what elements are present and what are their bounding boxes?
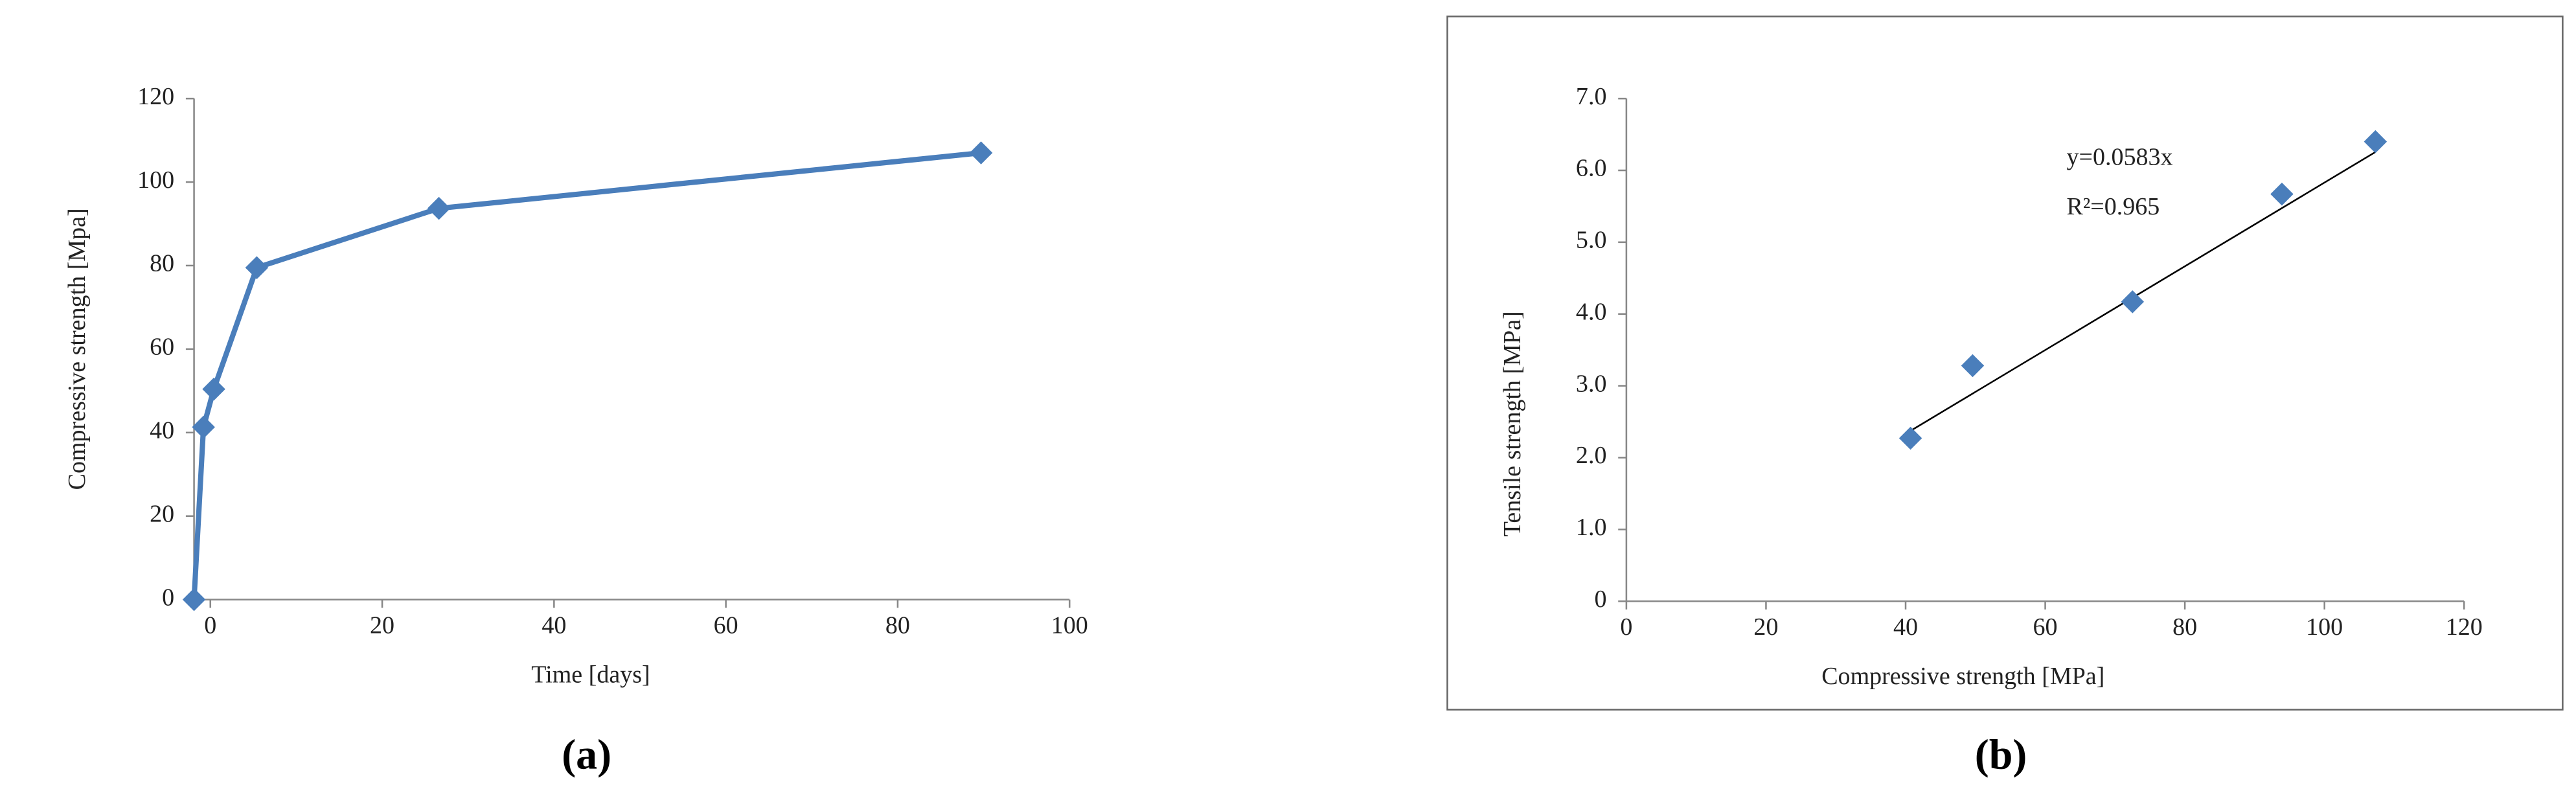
data-line xyxy=(191,150,982,600)
x-tick-label: 0 xyxy=(1620,613,1632,641)
y-tick-label: 80 xyxy=(150,250,174,277)
y-tick-label: 6.0 xyxy=(1576,155,1607,182)
data-point xyxy=(192,415,215,439)
x-tick-label: 120 xyxy=(2446,613,2483,641)
y-axis-label: Compressive strength [Mpa] xyxy=(63,208,91,490)
x-tick-label: 60 xyxy=(714,611,738,639)
data-point xyxy=(182,588,206,611)
trendline xyxy=(1909,151,2377,432)
y-tick-label: 40 xyxy=(150,417,174,444)
data-point xyxy=(2121,290,2145,314)
panel-label: (b) xyxy=(1975,731,2027,779)
x-axis-label: Compressive strength [MPa] xyxy=(1821,663,2104,690)
data-point xyxy=(1961,354,1985,378)
x-tick-label: 20 xyxy=(370,611,394,639)
x-tick-label: 40 xyxy=(541,611,566,639)
y-tick-label: 100 xyxy=(137,166,174,194)
panel-frame xyxy=(1446,16,2564,711)
x-tick-label: 80 xyxy=(2172,613,2197,641)
data-point xyxy=(245,256,269,279)
data-point xyxy=(427,196,451,220)
y-tick-label: 2.0 xyxy=(1576,442,1607,469)
y-axis-label: Tensile strength [MPa] xyxy=(1499,311,1526,536)
trendline-r2: R²=0.965 xyxy=(2067,193,2160,220)
x-axis-label: Time [days] xyxy=(531,661,650,689)
y-tick-label: 120 xyxy=(137,83,174,110)
x-tick-label: 80 xyxy=(885,611,910,639)
panel-label: (a) xyxy=(562,731,611,779)
y-tick-label: 3.0 xyxy=(1576,370,1607,397)
y-tick-label: 1.0 xyxy=(1576,514,1607,541)
y-tick-label: 5.0 xyxy=(1576,227,1607,254)
data-point xyxy=(2364,130,2388,154)
x-tick-label: 100 xyxy=(1051,611,1088,639)
y-tick-label: 4.0 xyxy=(1576,298,1607,325)
trendline-equation: y=0.0583x xyxy=(2067,144,2173,171)
y-tick-label: 0 xyxy=(1594,586,1606,613)
y-tick-label: 20 xyxy=(150,500,174,527)
y-tick-label: 7.0 xyxy=(1576,83,1607,110)
x-tick-label: 0 xyxy=(204,611,216,639)
x-tick-label: 20 xyxy=(1753,613,1778,641)
data-point xyxy=(2270,182,2294,206)
data-point xyxy=(1898,426,1922,450)
x-tick-label: 60 xyxy=(2033,613,2058,641)
x-tick-label: 100 xyxy=(2306,613,2343,641)
data-point xyxy=(202,378,225,401)
data-point xyxy=(969,141,993,165)
y-tick-label: 0 xyxy=(162,584,174,611)
x-tick-label: 40 xyxy=(1893,613,1918,641)
y-tick-label: 60 xyxy=(150,334,174,361)
